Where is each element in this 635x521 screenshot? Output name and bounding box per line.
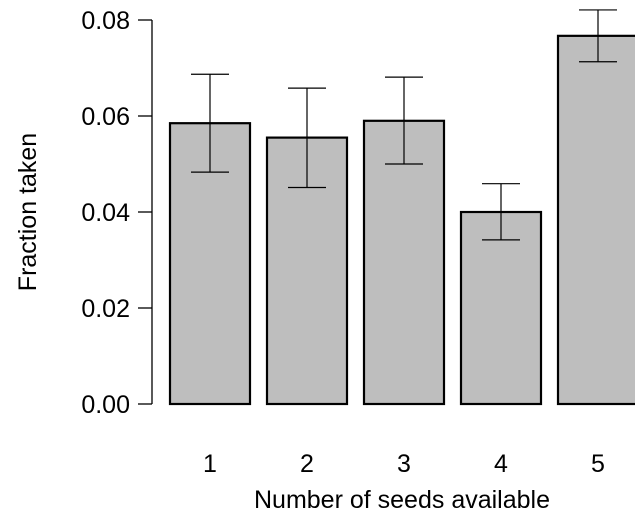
x-tick-labels: 1 2 3 4 5: [203, 450, 605, 478]
x-tick-label: 3: [397, 450, 411, 478]
y-tick-label: 0.08: [81, 7, 130, 35]
x-tick-label: 2: [300, 450, 314, 478]
x-tick-label: 1: [203, 450, 217, 478]
error-bars-upper: [191, 9, 617, 241]
y-tick-label: 0.00: [81, 391, 130, 419]
y-tick-label: 0.02: [81, 295, 130, 323]
x-tick-label: 4: [494, 450, 508, 478]
y-axis-title: Fraction taken: [14, 133, 42, 291]
bar-5: [556, 34, 635, 406]
bar-3: [362, 119, 446, 406]
y-tick-label: 0.06: [81, 103, 130, 131]
y-axis: 0.00 0.02 0.04 0.06 0.08: [81, 7, 153, 419]
bars: [168, 34, 635, 406]
x-tick-label: 5: [591, 450, 605, 478]
bar-4: [459, 210, 543, 406]
y-tick-label: 0.04: [81, 199, 130, 227]
x-axis-title: Number of seeds available: [254, 486, 550, 514]
